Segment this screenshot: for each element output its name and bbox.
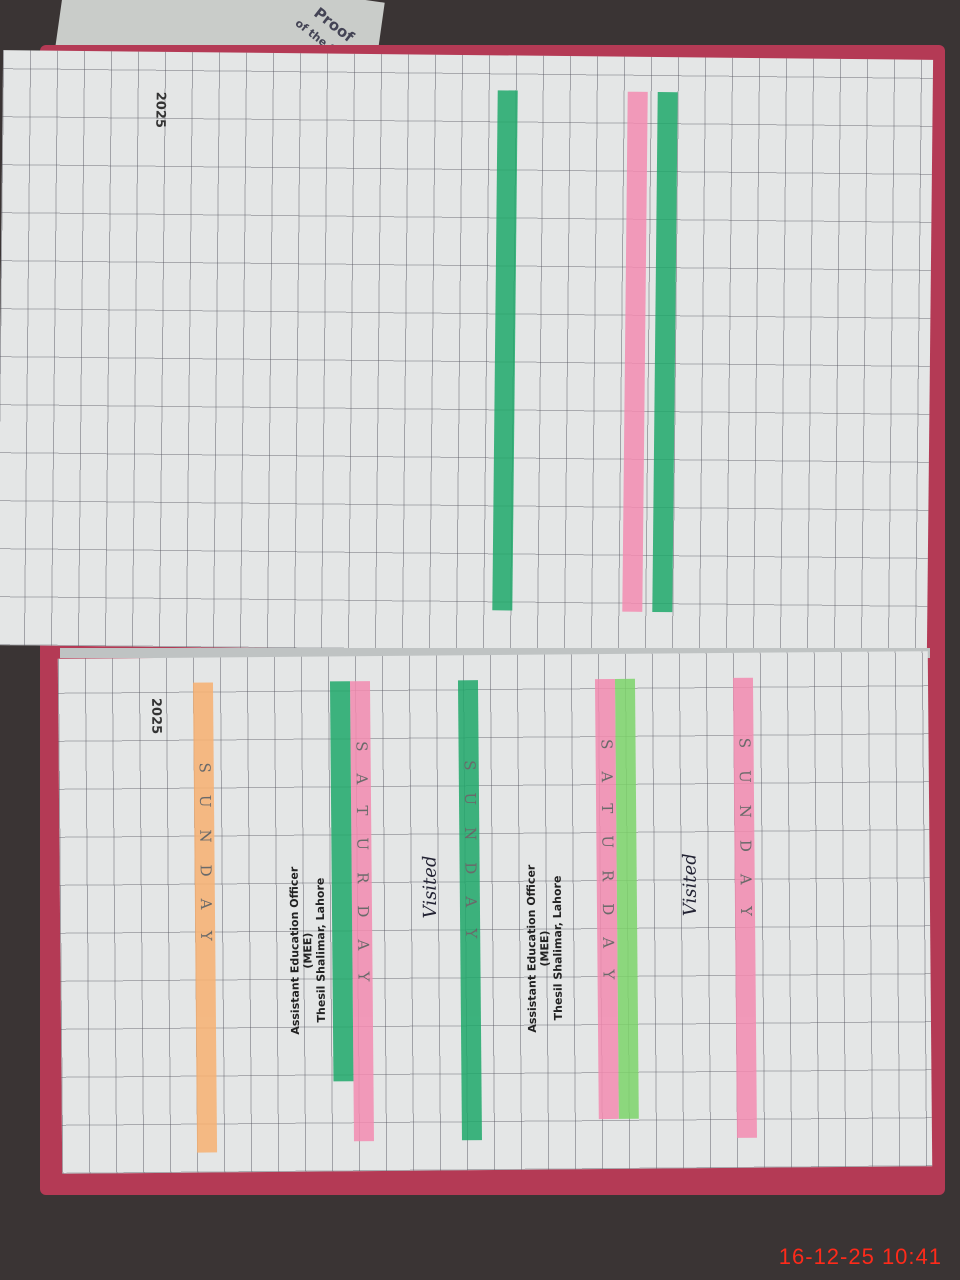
visited-note: Visited: [419, 855, 442, 919]
highlight-green: [652, 92, 678, 613]
sunday-letters: SUNDAY: [195, 762, 216, 963]
sunday-letters: SUNDAY: [735, 737, 756, 939]
year-label: 2025: [152, 91, 168, 129]
stamp-title: Assistant Education Officer: [524, 864, 540, 1033]
sunday-letters: SUNDAY: [460, 760, 481, 961]
saturday-letters: SATURDAY: [597, 738, 618, 1002]
stamp-location: Thesil Shalimar, Lahore: [313, 878, 328, 1023]
register-page-bottom: 2025 SUNDAY SATURDAY SUNDAY SATURDAY SUN…: [57, 651, 933, 1174]
photo-timestamp: 16-12-25 10:41: [778, 1244, 942, 1269]
officer-stamp: Assistant Education Officer (MEE) Thesil…: [287, 866, 328, 1035]
stamp-title: Assistant Education Officer: [287, 866, 303, 1035]
highlight-light-green: [614, 678, 639, 1119]
visited-note: Visited: [679, 853, 702, 917]
highlight-pink: SATURDAY: [349, 681, 374, 1142]
year-label: 2025: [148, 697, 164, 735]
register-page-top: 2025: [0, 50, 934, 655]
highlight-pink: [622, 91, 648, 612]
highlight-pink: SUNDAY: [732, 677, 757, 1138]
stamp-location: Thesil Shalimar, Lahore: [550, 875, 565, 1021]
highlight-green: [329, 681, 354, 1082]
binding: [60, 648, 930, 658]
saturday-letters: SATURDAY: [352, 741, 373, 1004]
highlight-green: SUNDAY: [457, 680, 482, 1141]
highlight-orange: SUNDAY: [192, 682, 218, 1153]
officer-stamp: Assistant Education Officer (MEE) Thesil…: [524, 864, 565, 1033]
highlight-pink: SATURDAY: [594, 678, 619, 1120]
highlight-green: [492, 90, 518, 611]
